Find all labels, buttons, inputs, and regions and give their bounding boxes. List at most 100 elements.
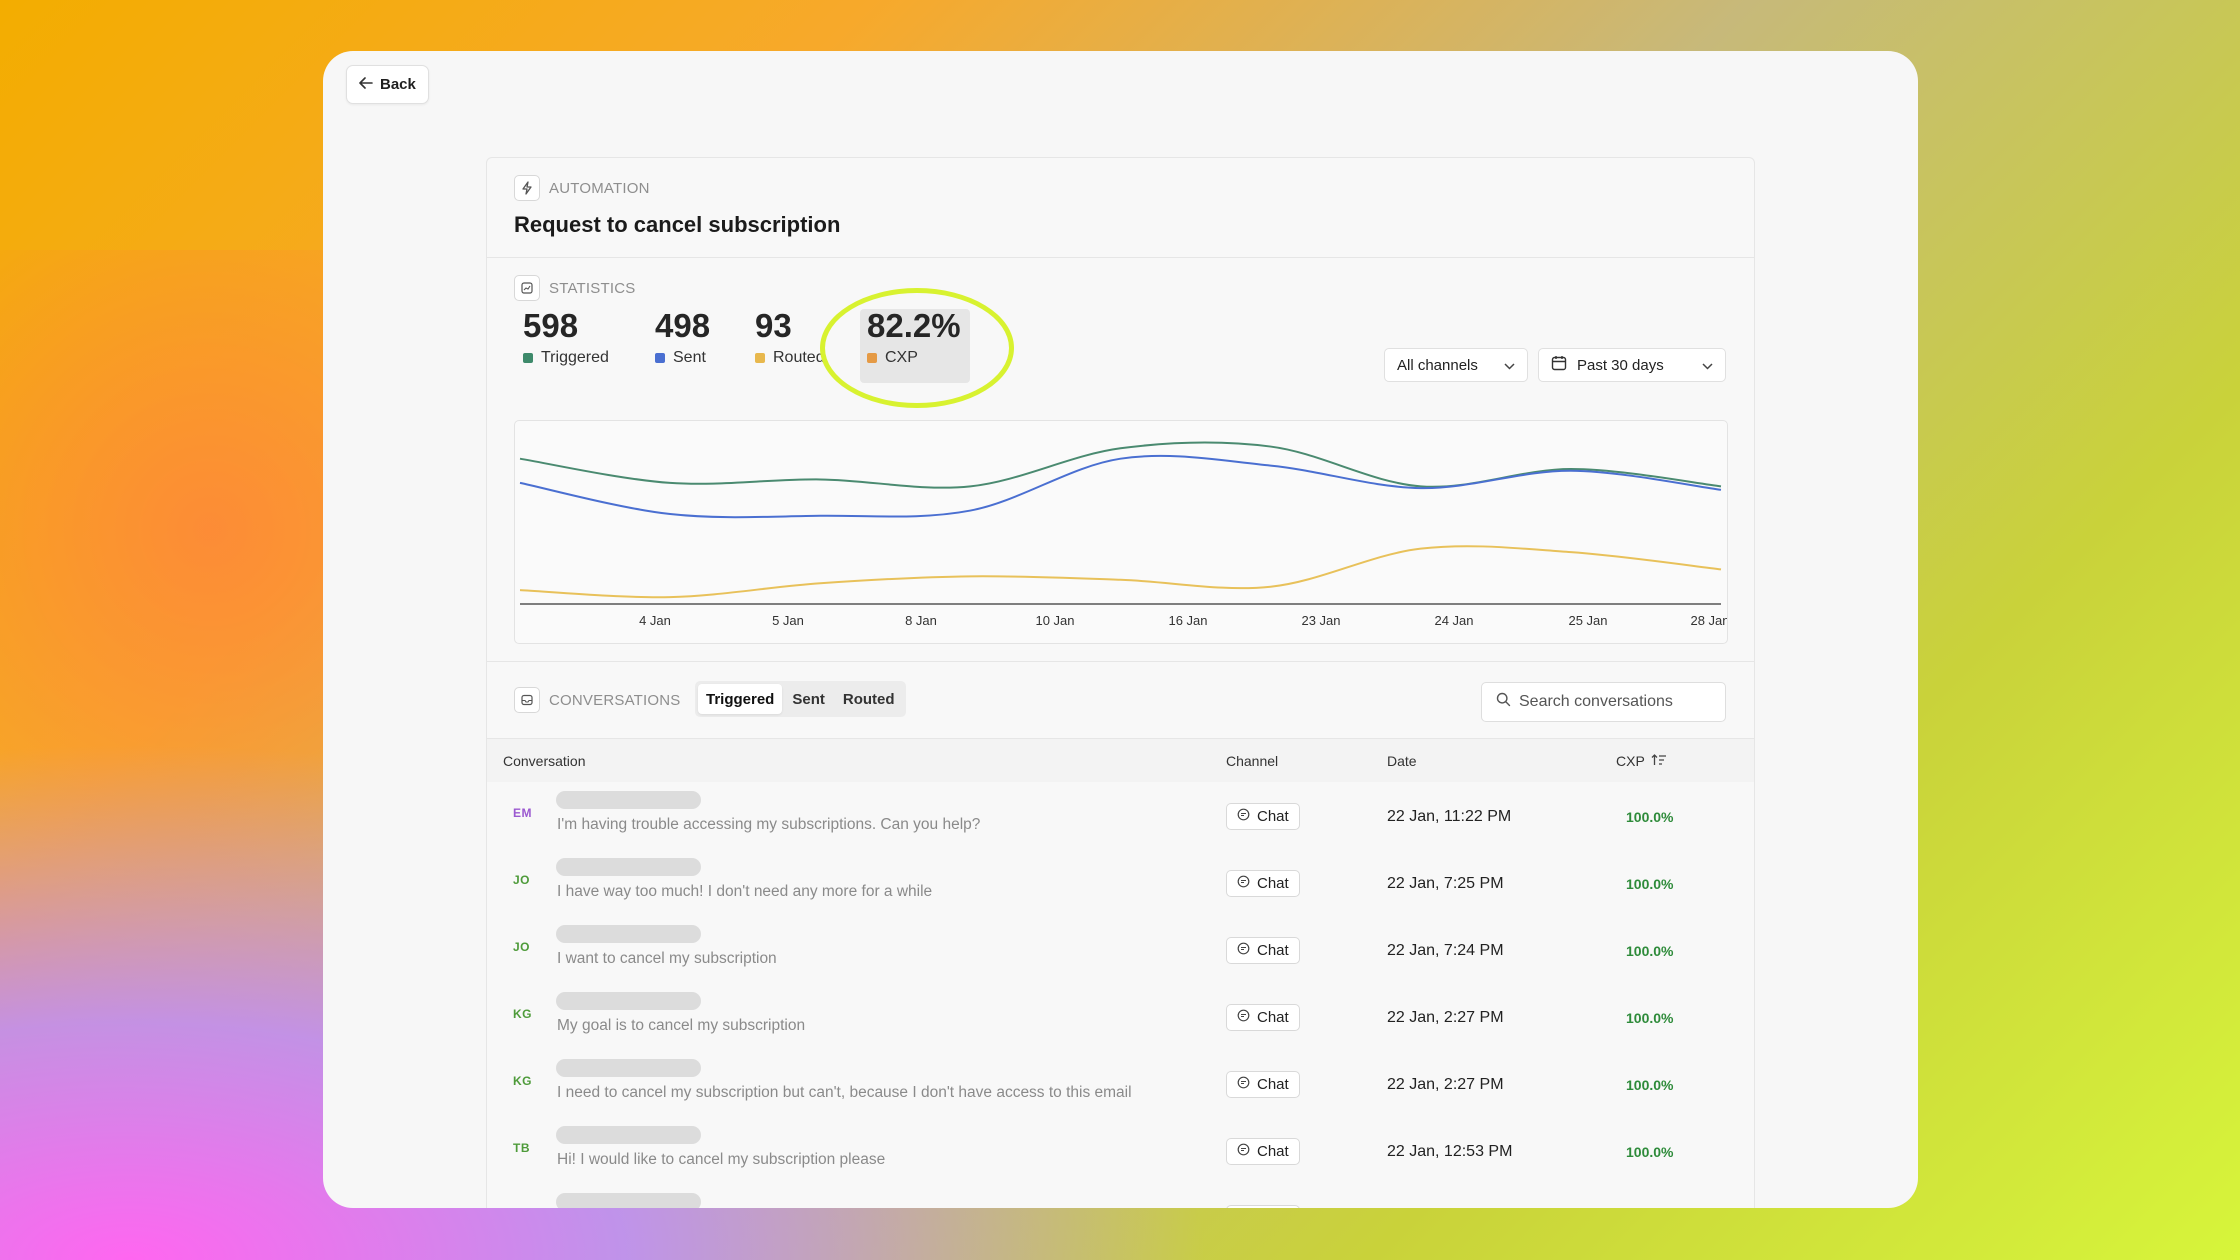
search-input[interactable]: Search conversations: [1481, 682, 1726, 722]
chart-icon: [514, 275, 540, 301]
series-line-sent: [519, 454, 1722, 519]
automation-label-text: AUTOMATION: [549, 179, 650, 197]
conversation-preview: Hi! I would like to cancel my subscripti…: [557, 1151, 886, 1168]
conversation-date: 22 Jan, 2:27 PM: [1387, 1009, 1504, 1026]
conversation-preview: I have way too much! I don't need any mo…: [557, 883, 933, 900]
app-window: Back AUTOMATION Request to cancel subscr…: [323, 51, 1918, 1208]
metric-value: 598: [523, 307, 579, 344]
channel-filter-dropdown[interactable]: All channels: [1384, 348, 1528, 382]
channel-badge[interactable]: Chat: [1226, 1071, 1300, 1098]
name-placeholder: [556, 1193, 701, 1208]
avatar: KG: [513, 1074, 532, 1088]
conversation-date: 22 Jan, 7:25 PM: [1387, 875, 1504, 892]
name-placeholder: [556, 858, 701, 876]
channel-badge[interactable]: Chat: [1226, 1004, 1300, 1031]
x-tick-label: 10 Jan: [1035, 613, 1074, 628]
metric-sent[interactable]: 498 Sent: [655, 309, 710, 367]
channel-badge[interactable]: [1226, 1205, 1300, 1208]
channel-badge[interactable]: Chat: [1226, 1138, 1300, 1165]
table-row[interactable]: EM I'm having trouble accessing my subscr…: [487, 782, 1754, 850]
name-placeholder: [556, 992, 701, 1010]
conversation-preview: I'm having trouble accessing my subscrip…: [557, 816, 981, 833]
avatar: KG: [513, 1007, 532, 1021]
cxp-value: 100.0%: [1626, 1144, 1674, 1160]
metric-triggered[interactable]: 598 Triggered: [523, 309, 609, 367]
x-tick-label: 8 Jan: [905, 613, 937, 628]
line-chart-svg: 4 Jan 5 Jan 8 Jan 10 Jan 16 Jan 23 Jan 24 Jan 2…: [519, 441, 1730, 628]
metric-label: Sent: [673, 349, 706, 366]
table-header: Conversation Channel Date CXP: [487, 738, 1754, 784]
conversation-preview: My goal is to cancel my subscription: [557, 1017, 806, 1034]
name-placeholder: [556, 791, 701, 809]
metric-label: Triggered: [541, 349, 609, 366]
legend-dot: [755, 353, 765, 363]
tab-sent[interactable]: Sent: [792, 690, 825, 708]
name-placeholder: [556, 925, 701, 943]
chat-icon: [1237, 1076, 1250, 1093]
cxp-value: 100.0%: [1626, 809, 1674, 825]
chat-icon: [1237, 1009, 1250, 1026]
sort-icon[interactable]: [1651, 753, 1667, 769]
column-date: Date: [1387, 753, 1417, 769]
series-line-routed: [519, 545, 1722, 599]
cxp-value: 100.0%: [1626, 1010, 1674, 1026]
channel-label: Chat: [1257, 875, 1289, 892]
conversations-label-text: CONVERSATIONS: [549, 691, 681, 709]
tab-triggered[interactable]: Triggered: [698, 684, 783, 714]
chevron-down-icon: [1702, 357, 1713, 374]
back-label: Back: [380, 76, 416, 93]
chat-icon: [1237, 875, 1250, 892]
table-row[interactable]: JO I want to cancel my subscription Chat 22…: [487, 916, 1754, 984]
channel-badge[interactable]: Chat: [1226, 803, 1300, 830]
channel-filter-value: All channels: [1397, 356, 1478, 374]
divider: [487, 257, 1754, 258]
table-row[interactable]: KG I need to cancel my subscription but c…: [487, 1050, 1754, 1118]
table-row[interactable]: TB Hi! I would like to cancel my subscrip…: [487, 1117, 1754, 1185]
x-tick-label: 5 Jan: [772, 613, 804, 628]
inbox-icon: [514, 687, 540, 713]
tab-routed[interactable]: Routed: [842, 690, 895, 708]
cxp-value: 100.0%: [1626, 1077, 1674, 1093]
metric-label: Routed: [773, 349, 825, 366]
table-row[interactable]: KG My goal is to cancel my subscription Ch…: [487, 983, 1754, 1051]
metric-routed[interactable]: 93 Routed: [755, 309, 825, 367]
date-filter-dropdown[interactable]: Past 30 days: [1538, 348, 1726, 382]
channel-label: Chat: [1257, 942, 1289, 959]
back-button[interactable]: Back: [346, 65, 429, 104]
channel-badge[interactable]: Chat: [1226, 937, 1300, 964]
conversation-preview: I want to cancel my subscription: [557, 950, 777, 967]
channel-label: Chat: [1257, 808, 1289, 825]
lightning-icon: [514, 175, 540, 201]
date-filter-value: Past 30 days: [1577, 356, 1664, 374]
arrow-left-icon: [359, 76, 373, 93]
avatar: EM: [513, 806, 532, 820]
channel-badge[interactable]: Chat: [1226, 870, 1300, 897]
conversation-date: 22 Jan, 11:22 PM: [1387, 808, 1512, 825]
cxp-value: 100.0%: [1626, 876, 1674, 892]
name-placeholder: [556, 1126, 701, 1144]
series-line-triggered: [519, 441, 1722, 489]
channel-label: Chat: [1257, 1009, 1289, 1026]
channel-label: Chat: [1257, 1076, 1289, 1093]
table-row[interactable]: JO I have way too much! I don't need any …: [487, 849, 1754, 917]
conversations-section-label: CONVERSATIONS: [514, 687, 681, 713]
column-cxp[interactable]: CXP: [1616, 753, 1667, 769]
avatar: JO: [513, 873, 531, 887]
x-tick-label: 24 Jan: [1434, 613, 1473, 628]
calendar-icon: [1551, 355, 1567, 375]
metric-value: 93: [755, 307, 792, 344]
automation-card: AUTOMATION Request to cancel subscriptio…: [486, 157, 1755, 1208]
chevron-down-icon: [1504, 357, 1515, 374]
chat-icon: [1237, 808, 1250, 825]
statistics-section-label: STATISTICS: [514, 275, 635, 301]
metric-value: 498: [655, 307, 711, 344]
table-row[interactable]: [487, 1184, 1754, 1208]
conversation-date: 22 Jan, 2:27 PM: [1387, 1076, 1504, 1093]
x-tick-label: 25 Jan: [1568, 613, 1607, 628]
annotation-circle: [820, 288, 1014, 408]
x-tick-label: 16 Jan: [1168, 613, 1207, 628]
channel-label: Chat: [1257, 1143, 1289, 1160]
avatar: TB: [513, 1141, 530, 1155]
search-placeholder: Search conversations: [1519, 693, 1673, 710]
conversation-tabs: Triggered Sent Routed: [695, 681, 906, 717]
